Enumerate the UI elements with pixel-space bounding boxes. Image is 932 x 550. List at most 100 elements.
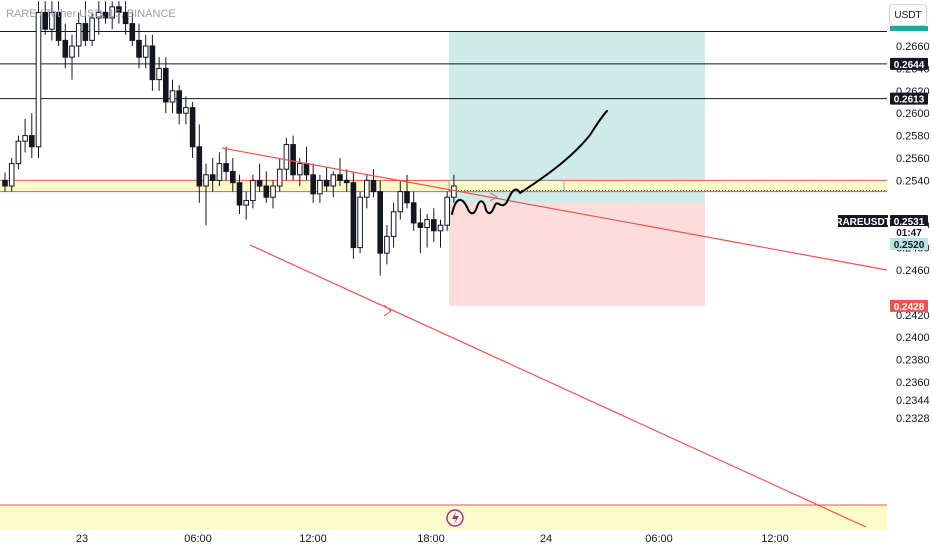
candle-body bbox=[15, 140, 22, 165]
target-tag-bg bbox=[890, 26, 928, 31]
price-tick-label: 0.2580 bbox=[896, 131, 930, 143]
candle-body bbox=[82, 23, 89, 41]
price-tick-label: 0.2460 bbox=[896, 265, 930, 277]
price-tick-label: 0.2380 bbox=[896, 355, 930, 367]
candle-body bbox=[317, 179, 323, 195]
candle-body bbox=[29, 135, 35, 148]
candle-body bbox=[243, 200, 249, 206]
candle-body bbox=[357, 196, 363, 249]
candle-body bbox=[62, 39, 69, 58]
candle-body bbox=[96, 11, 102, 19]
price-axis-bg bbox=[887, 0, 932, 550]
candle-body bbox=[156, 67, 162, 81]
price-tick-label: 0.2328 bbox=[896, 413, 930, 425]
price-tick-label: 0.2540 bbox=[896, 175, 930, 187]
candle-body bbox=[89, 17, 95, 41]
candle-body bbox=[424, 219, 430, 228]
candle-body bbox=[451, 185, 457, 198]
candle-body bbox=[169, 90, 176, 103]
candle-body bbox=[364, 179, 370, 198]
price-tick-label: 0.2560 bbox=[896, 153, 930, 165]
candle-body bbox=[377, 191, 383, 254]
candle-body bbox=[49, 11, 55, 30]
candle-body bbox=[203, 174, 209, 187]
levels-layer bbox=[0, 30, 887, 191]
candle-body bbox=[404, 191, 410, 204]
price-tag-bg bbox=[890, 238, 928, 250]
candle-body bbox=[236, 182, 243, 206]
trendline-arrow bbox=[489, 192, 499, 202]
price-axis[interactable]: 0.26600.26400.26200.26000.25800.25600.25… bbox=[887, 0, 932, 550]
time-axis-bg bbox=[0, 530, 887, 550]
lightning-icon bbox=[446, 509, 464, 527]
time-tick-label: 24 bbox=[540, 533, 552, 545]
candle-body bbox=[142, 45, 149, 58]
candle-body bbox=[75, 23, 82, 47]
candle-body bbox=[283, 144, 290, 170]
price-tag-bg bbox=[890, 215, 928, 227]
candle-body bbox=[350, 182, 357, 249]
lower-trendline bbox=[249, 244, 867, 528]
candle-body bbox=[343, 179, 350, 184]
time-tick-label: 23 bbox=[76, 533, 88, 545]
candle-body bbox=[250, 179, 256, 202]
candle-body bbox=[263, 185, 270, 198]
ticker-tag-bg bbox=[838, 215, 888, 227]
lightning-bolt-icon bbox=[452, 512, 459, 524]
currency-button[interactable]: USDT bbox=[889, 4, 927, 26]
time-tick-label: 12:00 bbox=[761, 533, 789, 545]
candle-body bbox=[176, 90, 182, 114]
price-tag: 0.2428 bbox=[894, 302, 925, 313]
price-tick-label: 0.2360 bbox=[896, 377, 930, 389]
candle-body bbox=[35, 11, 42, 148]
entry-zone-box bbox=[448, 179, 565, 192]
candle-body bbox=[2, 179, 8, 187]
upper-trendline bbox=[221, 147, 888, 271]
price-tick-label: 0.2400 bbox=[896, 332, 930, 344]
candle-body bbox=[209, 174, 216, 181]
projection-drawing bbox=[451, 110, 608, 215]
drawings-layer bbox=[221, 110, 888, 528]
profit-zone bbox=[449, 31, 705, 203]
candle-body bbox=[297, 163, 303, 176]
candle-body bbox=[330, 174, 337, 187]
candle-body bbox=[256, 179, 263, 187]
price-tag: 01:47 bbox=[896, 228, 922, 239]
candle-body bbox=[69, 45, 75, 58]
candle-body bbox=[310, 174, 316, 195]
candle-body bbox=[136, 39, 142, 58]
symbol-title: RARE / Tether USD, 15, BINANCE bbox=[6, 8, 176, 20]
candle-body bbox=[370, 179, 377, 193]
candle-body bbox=[163, 67, 169, 103]
time-axis[interactable]: 23 06:00 12:00 18:00 24 06:00 12:00 bbox=[0, 530, 887, 550]
price-tag-bg bbox=[890, 299, 928, 312]
candle-body bbox=[183, 107, 189, 114]
time-tick-label: 12:00 bbox=[299, 533, 327, 545]
price-tag: 0.2531 bbox=[894, 217, 925, 228]
candle-body bbox=[149, 45, 156, 81]
candle-body bbox=[290, 144, 296, 176]
candles-layer bbox=[2, 1, 457, 276]
candle-body bbox=[223, 163, 229, 172]
candle-body bbox=[129, 23, 136, 41]
candle-body bbox=[276, 168, 283, 187]
candle-body bbox=[122, 11, 129, 25]
candle-body bbox=[431, 219, 437, 232]
price-tag: 0.2644 bbox=[894, 60, 925, 71]
loss-zone bbox=[449, 202, 705, 306]
price-tick-label: 0.2600 bbox=[896, 108, 930, 120]
candle-body bbox=[22, 135, 28, 142]
candle-body bbox=[42, 11, 49, 30]
candle-body bbox=[109, 6, 116, 19]
candle-body bbox=[230, 170, 236, 184]
candle-body bbox=[189, 107, 196, 148]
support-zone bbox=[0, 180, 887, 192]
price-tick-label: 0.2344 bbox=[896, 395, 930, 407]
candle-body bbox=[55, 11, 62, 41]
candle-body bbox=[102, 11, 109, 19]
candle-body bbox=[337, 174, 343, 181]
candle-body bbox=[437, 224, 444, 232]
candle-body bbox=[397, 191, 404, 213]
